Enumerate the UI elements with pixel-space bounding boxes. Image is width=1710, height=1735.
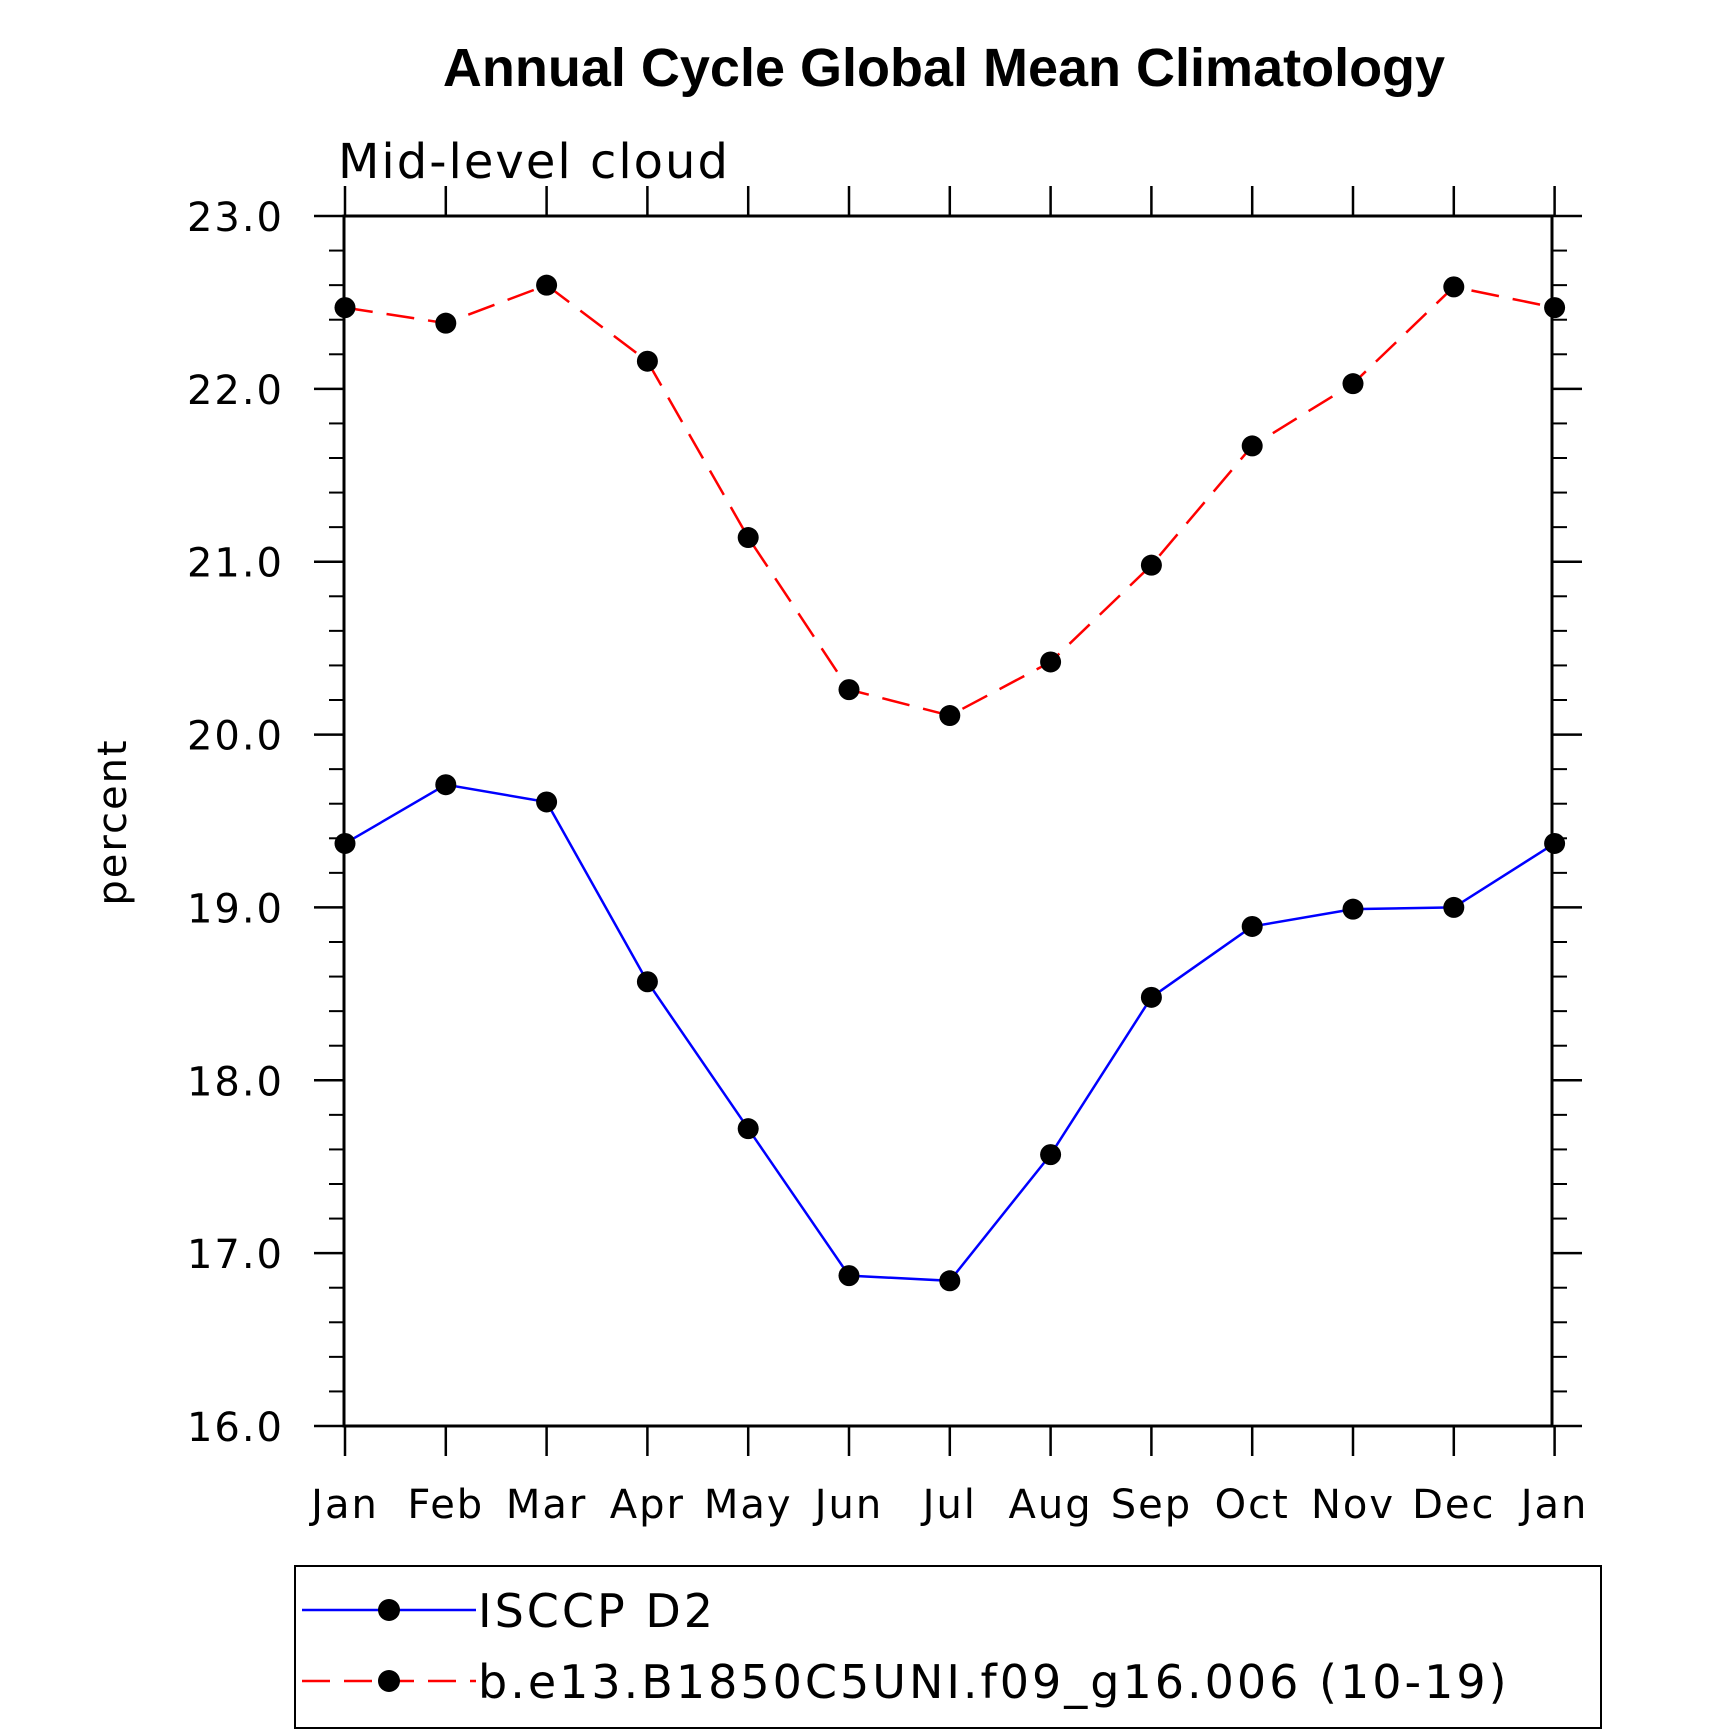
x-tick-label: May <box>704 1482 793 1528</box>
series-0-point <box>1241 915 1263 937</box>
y-tick-label: 17.0 <box>187 1232 284 1278</box>
series-1-point <box>1544 297 1566 319</box>
series-line-0 <box>344 783 1556 1283</box>
series-0-point <box>435 774 457 796</box>
x-tick-label: Apr <box>610 1482 685 1528</box>
y-axis: 16.0 17.0 18.0 19.0 20.0 21.0 22.0 23.0 <box>187 195 1582 1451</box>
series-0-point <box>1443 896 1465 918</box>
series-1-point <box>636 350 658 372</box>
plot-frame <box>342 214 1554 1428</box>
series-1-point <box>1342 373 1364 395</box>
series-0-point <box>1342 898 1364 920</box>
x-tick-label: Sep <box>1111 1482 1192 1528</box>
series-0-point <box>536 791 558 813</box>
series-1-point <box>1443 276 1465 298</box>
x-tick-label: Jun <box>812 1482 884 1528</box>
series-1-point <box>334 297 356 319</box>
x-tick-label: Jan <box>1518 1482 1589 1528</box>
series-1-point <box>737 527 759 549</box>
series-line-1 <box>344 283 1555 717</box>
series-0-point <box>737 1118 759 1140</box>
series-1-point <box>1140 554 1162 576</box>
legend-box <box>294 1565 1602 1729</box>
series-1-point <box>1241 435 1263 457</box>
x-tick-label: Jul <box>920 1482 977 1528</box>
series-1-point <box>838 679 860 701</box>
y-tick-label: 22.0 <box>187 368 284 414</box>
y-tick-label: 18.0 <box>187 1059 284 1105</box>
x-tick-label: Jan <box>308 1482 379 1528</box>
series-0-point <box>1544 832 1566 854</box>
series-1-point <box>536 274 558 296</box>
x-tick-label: Nov <box>1311 1482 1395 1528</box>
y-axis-label: percent <box>90 738 136 905</box>
y-tick-label: 23.0 <box>187 195 284 241</box>
chart-title: Annual Cycle Global Mean Climatology <box>443 38 1445 98</box>
series-0-point <box>1140 986 1162 1008</box>
x-tick-label: Oct <box>1215 1482 1290 1528</box>
series-1-point <box>1040 651 1062 673</box>
x-tick-label: Mar <box>506 1482 587 1528</box>
legend-label-model: b.e13.B1850C5UNI.f09_g16.006 (10-19) <box>478 1655 1510 1709</box>
series-0-point <box>939 1270 961 1292</box>
series-layer <box>334 274 1566 1292</box>
legend-marker-model <box>378 1670 400 1692</box>
y-tick-label: 21.0 <box>187 541 284 587</box>
y-tick-label: 19.0 <box>187 886 284 932</box>
series-0-point <box>838 1265 860 1287</box>
series-1-point <box>435 312 457 334</box>
y-tick-label: 20.0 <box>187 714 284 760</box>
x-tick-label: Feb <box>407 1482 484 1528</box>
chart-subtitle: Mid-level cloud <box>338 134 730 190</box>
legend-marker-isccp <box>378 1599 400 1621</box>
x-tick-label: Aug <box>1009 1482 1093 1528</box>
x-axis: Jan Feb Mar Apr May Jun Jul Aug Sep Oct Nov Dec Jan <box>308 186 1589 1528</box>
series-0-point <box>334 832 356 854</box>
legend-label-isccp: ISCCP D2 <box>478 1584 716 1638</box>
y-tick-label: 16.0 <box>187 1405 284 1451</box>
series-0-point <box>636 971 658 993</box>
series-0-point <box>1040 1144 1062 1166</box>
series-1-point <box>939 705 961 727</box>
legend: ISCCP D2 b.e13.B1850C5UNI.f09_g16.006 (1… <box>294 1565 1602 1729</box>
x-tick-label: Dec <box>1412 1482 1495 1528</box>
